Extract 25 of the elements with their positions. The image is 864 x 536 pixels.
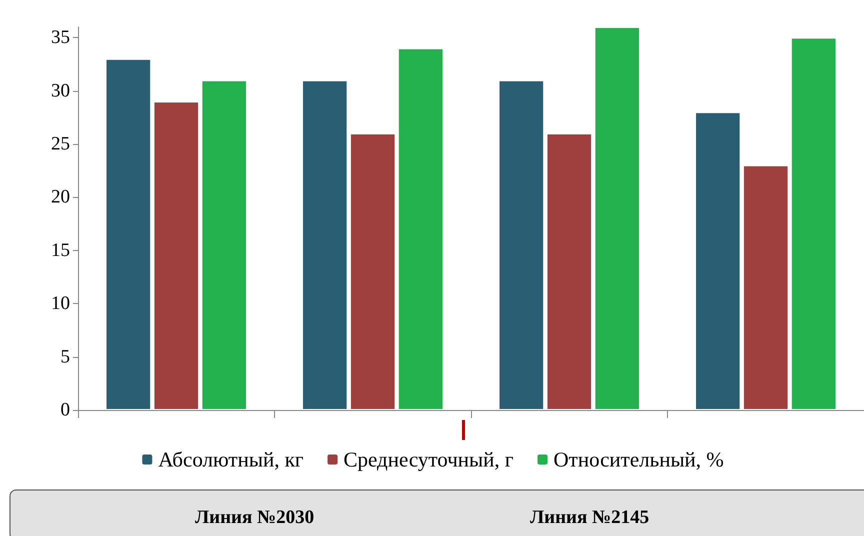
bar (302, 80, 348, 410)
y-tick-label: 0 (60, 400, 70, 420)
bar (742, 165, 789, 410)
y-tick-label: 20 (51, 186, 70, 208)
bar (350, 133, 396, 410)
y-tick-label: 15 (51, 240, 70, 261)
text: Линия №2030 (195, 507, 314, 528)
bar (153, 101, 200, 410)
y-tick-label: 35 (51, 27, 70, 48)
y-tick-label: 5 (60, 346, 70, 368)
legend-label: Среднесуточный, г (344, 448, 514, 472)
y-tick-label: 25 (51, 134, 70, 155)
bar (695, 112, 741, 410)
bar (398, 48, 444, 410)
bar (594, 27, 640, 410)
bar (106, 58, 152, 410)
y-tick-label: 30 (51, 80, 70, 102)
bar (498, 80, 544, 410)
bar (546, 133, 592, 410)
legend-label: Абсолютный, кг (158, 448, 304, 472)
bar (201, 80, 247, 410)
legend-label: Относительный, % (553, 448, 724, 472)
bar (790, 38, 836, 410)
y-tick-label: 10 (51, 293, 70, 314)
text: Линия №2145 (530, 507, 650, 528)
